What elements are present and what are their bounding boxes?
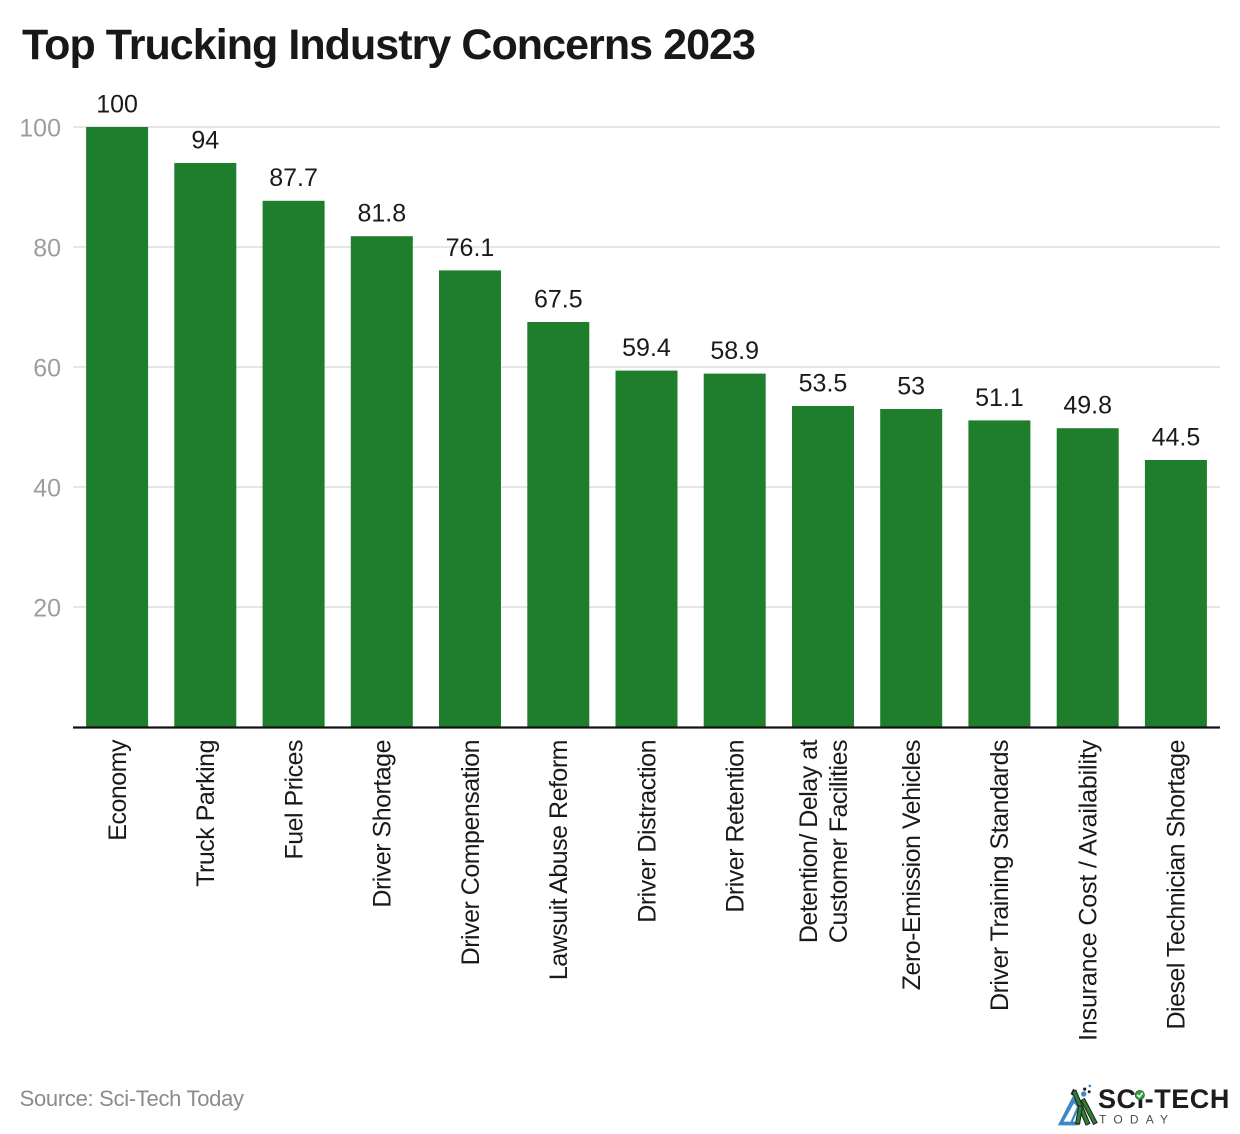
svg-text:87.7: 87.7 [269, 164, 318, 192]
svg-text:Customer Facilities: Customer Facilities [825, 740, 853, 943]
svg-text:Driver Compensation: Driver Compensation [457, 740, 485, 965]
svg-text:67.5: 67.5 [534, 285, 583, 313]
svg-text:20: 20 [33, 595, 61, 623]
svg-text:60: 60 [33, 355, 61, 383]
svg-text:100: 100 [19, 115, 61, 143]
svg-text:Fuel Prices: Fuel Prices [280, 740, 308, 860]
svg-text:Lawsuit Abuse Reform: Lawsuit Abuse Reform [545, 740, 573, 980]
svg-text:Detention/ Delay at: Detention/ Delay at [795, 739, 823, 943]
svg-text:40: 40 [33, 475, 61, 503]
svg-text:Economy: Economy [104, 739, 132, 841]
svg-text:51.1: 51.1 [975, 384, 1024, 412]
svg-text:Driver Retention: Driver Retention [722, 740, 750, 913]
svg-text:Driver Shortage: Driver Shortage [369, 740, 397, 908]
svg-text:Driver Distraction: Driver Distraction [633, 740, 661, 923]
svg-text:49.8: 49.8 [1063, 392, 1112, 420]
svg-text:81.8: 81.8 [357, 200, 406, 228]
svg-text:44.5: 44.5 [1152, 423, 1201, 451]
svg-text:59.4: 59.4 [622, 334, 671, 362]
svg-text:76.1: 76.1 [446, 234, 495, 262]
svg-text:Diesel Technician Shortage: Diesel Technician Shortage [1163, 740, 1191, 1030]
svg-text:80: 80 [33, 235, 61, 263]
svg-text:SCı-TECH: SCı-TECH [1098, 1084, 1230, 1114]
svg-text:94: 94 [191, 126, 219, 154]
svg-text:Zero-Emission Vehicles: Zero-Emission Vehicles [898, 740, 926, 990]
svg-text:53: 53 [897, 372, 925, 400]
svg-text:Truck Parking: Truck Parking [192, 740, 220, 887]
svg-text:53.5: 53.5 [799, 369, 848, 397]
svg-text:Insurance Cost / Availability: Insurance Cost / Availability [1075, 739, 1103, 1041]
svg-text:100: 100 [96, 90, 138, 118]
svg-text:TODAY: TODAY [1099, 1113, 1175, 1127]
svg-text:58.9: 58.9 [710, 337, 759, 365]
svg-text:Driver Training Standards: Driver Training Standards [986, 740, 1014, 1011]
